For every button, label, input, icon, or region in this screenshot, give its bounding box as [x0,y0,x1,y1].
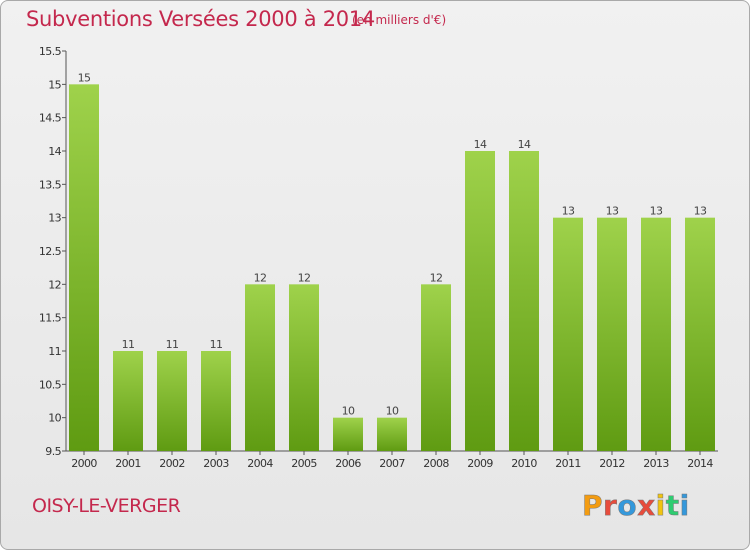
bar [245,284,275,451]
commune-name: OISY-LE-VERGER [32,495,181,517]
y-tick-label: 15.5 [39,45,62,58]
bar [113,351,143,451]
value-label: 14 [518,138,531,151]
x-tick-label: 2000 [71,457,97,470]
y-tick-label: 9.5 [45,445,61,458]
value-label: 13 [650,205,663,218]
y-tick-label: 11 [48,345,61,358]
value-label: 15 [78,71,91,84]
logo-letter: t [665,489,680,523]
bar [201,351,231,451]
bar [157,351,187,451]
logo-letter: x [637,489,656,523]
value-label: 11 [122,338,135,351]
bar [509,151,539,451]
bar [69,84,99,451]
x-tick-label: 2003 [203,457,229,470]
chart-title: Subventions Versées 2000 à 2014 [26,7,375,31]
y-tick-label: 10.5 [39,378,62,391]
y-tick-label: 12 [48,278,61,291]
x-tick-label: 2012 [599,457,625,470]
unit-label: (en milliers d'€) [352,13,447,27]
logo-letter: o [617,489,638,523]
value-label: 11 [210,338,223,351]
x-tick-label: 2013 [643,457,669,470]
bar [597,217,627,451]
logo-letter: P [582,489,604,523]
x-tick-label: 2007 [379,457,405,470]
value-label: 13 [606,205,619,218]
y-tick-label: 12.5 [39,245,62,258]
y-tick-label: 14 [48,145,61,158]
bar [553,217,583,451]
x-tick-label: 2010 [511,457,537,470]
x-tick-label: 2014 [687,457,713,470]
value-labels: 15 11 11 11 12 12 10 10 12 14 14 13 13 13 13 [78,71,708,418]
logo-letter: r [603,489,618,523]
x-tick-label: 2005 [291,457,317,470]
value-label: 10 [386,405,399,418]
value-label: 12 [430,271,443,284]
logo-letter: i [679,489,690,523]
x-tick-label: 2002 [159,457,185,470]
logo-letter: i [655,489,666,523]
y-tick-label: 11.5 [39,312,62,325]
x-tick-label: 2008 [423,457,449,470]
y-tick-label: 10 [48,412,61,425]
value-label: 12 [254,271,267,284]
x-tick-label: 2009 [467,457,493,470]
bar [333,417,363,451]
bar [377,417,407,451]
value-label: 12 [298,271,311,284]
y-tick-label: 13 [48,212,61,225]
bar [289,284,319,451]
bar [465,151,495,451]
x-tick-label: 2004 [247,457,273,470]
bar [421,284,451,451]
value-label: 13 [562,205,575,218]
x-tick-label: 2001 [115,457,141,470]
value-label: 11 [166,338,179,351]
proxiti-logo: Proxiti [582,489,690,523]
x-tick-label: 2006 [335,457,361,470]
bar [685,217,715,451]
value-label: 13 [694,205,707,218]
axes: 9.5 10 10.5 11 11.5 12 12.5 13 13.5 14 14.5 15 15.5 2… [39,45,718,470]
bar [641,217,671,451]
y-tick-label: 15 [48,78,61,91]
bars [69,84,715,451]
value-label: 10 [342,405,355,418]
x-tick-label: 2011 [555,457,581,470]
y-tick-label: 14.5 [39,112,62,125]
value-label: 14 [474,138,487,151]
y-tick-label: 13.5 [39,178,62,191]
